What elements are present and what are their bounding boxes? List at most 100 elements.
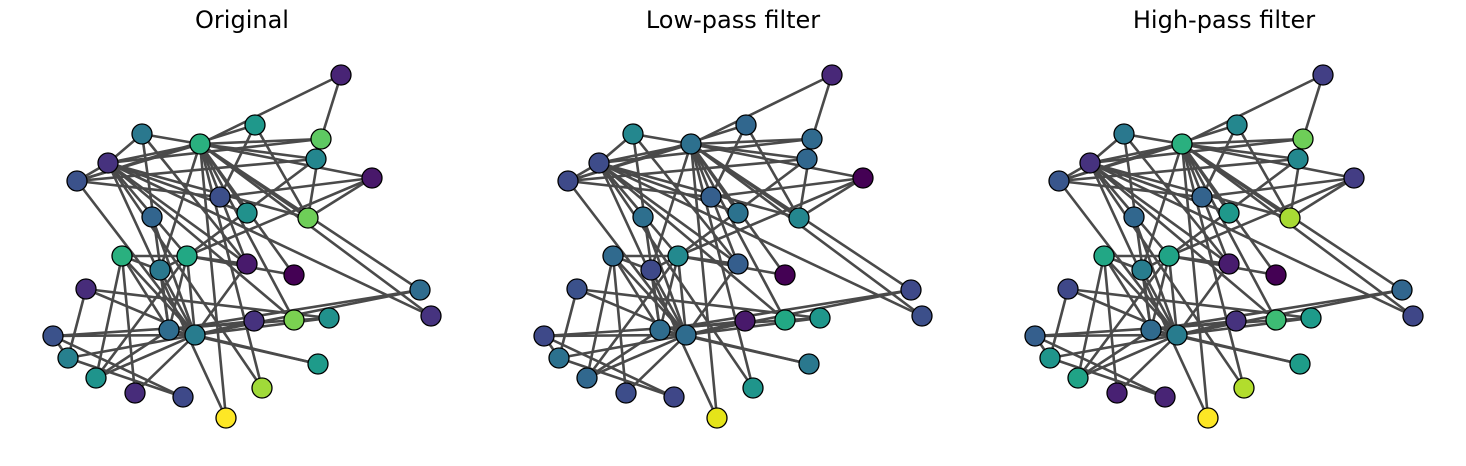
edge-1-3 bbox=[611, 255, 662, 331]
graph-node-1 bbox=[649, 319, 671, 341]
graph-node-10 bbox=[1300, 307, 1322, 329]
graph-node-19 bbox=[409, 279, 431, 301]
edge-0-2 bbox=[1167, 255, 1179, 336]
edge-6-16 bbox=[67, 356, 184, 399]
panel-original: Original bbox=[42, 6, 442, 429]
edge-0-13 bbox=[1140, 269, 1179, 336]
graph-node-21 bbox=[307, 353, 329, 375]
graph-node-1 bbox=[158, 319, 180, 341]
edge-0-7 bbox=[1077, 333, 1178, 380]
edge-20-33 bbox=[1181, 142, 1414, 318]
graph-node-28 bbox=[305, 148, 327, 170]
edge-0-7 bbox=[586, 333, 687, 380]
edge-26-29 bbox=[1301, 74, 1325, 140]
graph-node-2 bbox=[1158, 245, 1180, 267]
graph-node-6 bbox=[548, 347, 570, 369]
edge-29-32 bbox=[107, 137, 322, 165]
edge-0-19 bbox=[685, 288, 912, 337]
panel-low-pass-filter: Low-pass filter bbox=[533, 6, 933, 429]
graph-node-8 bbox=[1218, 253, 1240, 275]
edge-24-31 bbox=[567, 179, 712, 199]
edge-28-33 bbox=[690, 142, 808, 161]
graph-node-27 bbox=[1343, 167, 1365, 189]
graph-node-15 bbox=[742, 377, 764, 399]
edge-5-16 bbox=[1034, 334, 1166, 399]
edge-18-33 bbox=[198, 143, 296, 321]
graph-node-24 bbox=[700, 186, 722, 208]
edge-29-33 bbox=[199, 137, 322, 146]
graph-node-33 bbox=[189, 133, 211, 155]
edge-23-32 bbox=[598, 161, 800, 220]
edge-26-29 bbox=[319, 74, 343, 140]
edge-14-32 bbox=[1088, 162, 1210, 419]
edge-3-12 bbox=[1102, 255, 1119, 394]
edge-0-2 bbox=[185, 255, 197, 336]
edge-26-33 bbox=[199, 73, 342, 146]
graph-node-17 bbox=[734, 310, 756, 332]
edge-1-2 bbox=[658, 255, 680, 331]
edge-32-33 bbox=[598, 142, 692, 165]
graph-node-22 bbox=[1218, 202, 1240, 224]
graph-node-1 bbox=[1140, 319, 1162, 341]
edge-32-33 bbox=[1089, 142, 1183, 165]
graph-node-9 bbox=[774, 264, 796, 286]
graph-node-13 bbox=[1131, 259, 1153, 281]
edge-23-27 bbox=[798, 176, 864, 220]
graph-node-15 bbox=[1233, 377, 1255, 399]
graph-node-21 bbox=[1289, 353, 1311, 375]
edge-1-2 bbox=[167, 255, 189, 331]
panel-title-original: Original bbox=[195, 6, 289, 34]
edge-29-33 bbox=[1181, 137, 1304, 146]
edge-28-33 bbox=[199, 142, 317, 161]
graph-node-16 bbox=[663, 386, 685, 408]
graph-node-19 bbox=[900, 279, 922, 301]
graph-node-2 bbox=[667, 245, 689, 267]
edge-20-32 bbox=[598, 161, 923, 318]
graph-node-29 bbox=[310, 128, 332, 150]
edge-24-27 bbox=[219, 176, 373, 199]
graph-node-0 bbox=[184, 324, 206, 346]
edge-22-33 bbox=[689, 143, 740, 214]
graph-node-8 bbox=[727, 253, 749, 275]
graph-node-12 bbox=[124, 382, 146, 404]
graph-node-6 bbox=[57, 347, 79, 369]
edge-0-7 bbox=[95, 333, 196, 380]
edge-24-25 bbox=[709, 124, 748, 198]
edge-22-33 bbox=[198, 143, 249, 214]
graph-node-23 bbox=[1279, 207, 1301, 229]
edge-0-19 bbox=[194, 288, 421, 337]
edge-24-27 bbox=[1201, 176, 1355, 199]
graph-node-7 bbox=[85, 367, 107, 389]
graph-node-25 bbox=[1226, 114, 1248, 136]
edge-29-32 bbox=[1089, 137, 1304, 165]
edge-31-33 bbox=[1058, 142, 1183, 183]
graph-node-32 bbox=[588, 152, 610, 174]
graph-node-13 bbox=[149, 259, 171, 281]
graph-node-4 bbox=[566, 278, 588, 300]
graph-node-31 bbox=[1048, 170, 1070, 192]
edge-0-19 bbox=[1176, 288, 1403, 337]
graph-node-16 bbox=[172, 386, 194, 408]
edge-23-32 bbox=[107, 161, 309, 220]
edge-23-27 bbox=[307, 176, 373, 220]
edge-24-31 bbox=[76, 179, 221, 199]
edge-4-6 bbox=[557, 288, 579, 359]
graph-node-6 bbox=[1039, 347, 1061, 369]
graph-node-28 bbox=[796, 148, 818, 170]
edge-2-7 bbox=[1076, 255, 1171, 379]
edge-28-31 bbox=[567, 157, 808, 183]
edge-24-25 bbox=[218, 124, 257, 198]
graph-node-10 bbox=[318, 307, 340, 329]
graph-node-18 bbox=[774, 309, 796, 331]
graph-node-17 bbox=[243, 310, 265, 332]
graph-node-5 bbox=[533, 325, 555, 347]
edge-29-33 bbox=[690, 137, 813, 146]
graph-node-11 bbox=[141, 206, 163, 228]
edge-15-32 bbox=[597, 162, 755, 389]
graph-node-30 bbox=[1113, 123, 1135, 145]
edge-23-27 bbox=[1289, 176, 1355, 220]
graph-node-22 bbox=[236, 202, 258, 224]
edge-31-33 bbox=[567, 142, 692, 183]
panel-title-high-pass-filter: High-pass filter bbox=[1133, 6, 1315, 34]
graph-node-13 bbox=[640, 259, 662, 281]
